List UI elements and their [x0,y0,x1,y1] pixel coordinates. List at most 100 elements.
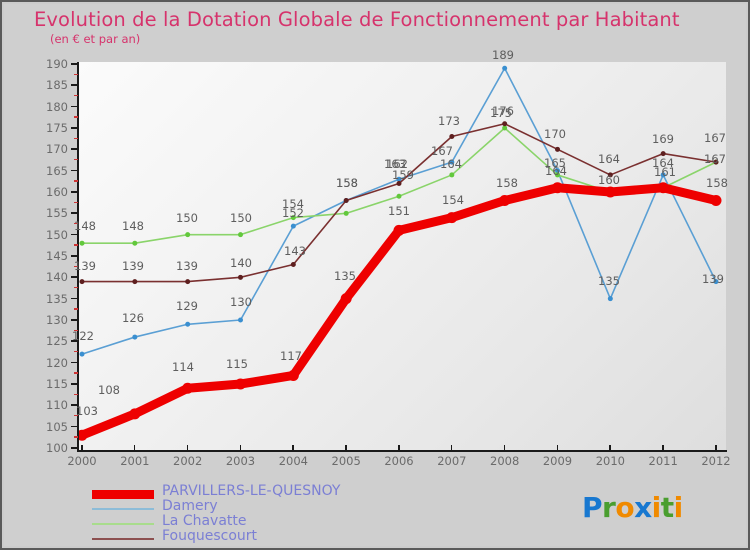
series-marker [182,382,194,394]
data-point-label: 108 [98,383,120,397]
proxiti-logo: Proxiti [582,491,683,524]
y-tick-label: 125 [46,334,68,349]
data-point-label: 103 [76,404,98,418]
data-point-label: 169 [652,132,674,146]
y-tick-label: 180 [46,99,68,114]
y-tick-mark [71,63,77,65]
series-canvas [78,65,722,441]
series-marker [552,182,563,194]
series-marker [132,240,138,246]
x-tick-mark [292,445,294,451]
logo-letter: o [615,491,635,524]
series-marker [555,172,560,178]
y-tick-minor-mark [74,372,78,374]
data-point-label: 150 [176,211,198,225]
y-tick-minor-mark [74,393,78,396]
series-marker [499,195,511,207]
y-tick-minor-mark [74,436,78,438]
y-tick-mark [71,447,77,449]
data-point-label: 126 [122,311,144,325]
series-marker [607,296,613,302]
series-marker [660,151,666,157]
x-tick-label: 2010 [595,454,625,468]
y-tick-minor-mark [74,73,78,76]
x-tick-label: 2001 [120,454,150,468]
y-tick-mark [71,319,77,321]
data-point-label: 115 [226,357,248,371]
y-tick-minor-mark [74,308,78,310]
y-tick-label: 115 [46,377,68,391]
x-axis-line [77,450,727,452]
logo-letter: r [602,491,616,524]
x-tick-label: 2012 [701,454,731,468]
series-marker [129,408,141,420]
data-point-label: 154 [442,193,464,207]
data-point-label: 139 [74,259,96,273]
y-tick-mark [71,212,77,214]
y-tick-label: 100 [46,441,68,455]
data-point-label: 135 [598,274,620,288]
y-tick-minor-mark [74,137,78,140]
series-marker [343,210,349,216]
series-marker [396,180,402,186]
y-tick-mark [71,361,77,364]
legend-label: Fouquescourt [162,528,258,544]
y-tick-label: 105 [46,419,68,434]
x-tick-label: 2004 [278,454,308,468]
data-point-label: 139 [702,272,724,286]
series-fouquescourt [79,121,719,285]
x-tick-label: 2009 [542,454,573,468]
series-marker [449,159,455,165]
y-tick-label: 140 [46,270,68,285]
y-tick-mark [71,255,77,257]
logo-letter: t [660,491,674,524]
legend-swatch [92,523,154,525]
y-tick-mark [71,340,77,342]
series-marker [340,293,352,305]
series-marker [132,279,138,285]
logo-letter: x [634,491,652,524]
y-tick-minor-mark [74,95,78,97]
y-tick-label: 155 [46,206,68,221]
x-tick-label: 2003 [225,454,256,468]
y-tick-mark [71,127,77,129]
y-tick-label: 135 [46,291,68,306]
x-tick-mark [609,445,611,451]
data-point-label: 152 [282,206,304,220]
data-point-label: 122 [72,329,94,343]
x-tick-mark [450,445,453,451]
y-tick-label: 120 [46,355,68,370]
plot-area [78,62,726,450]
data-point-label: 139 [176,259,198,273]
series-marker [238,232,243,238]
y-tick-mark [71,404,77,406]
y-tick-mark [71,383,77,385]
data-point-label: 151 [388,204,410,218]
series-marker [710,195,722,207]
series-marker [132,334,138,340]
x-tick-mark [133,445,136,451]
y-tick-mark [71,84,77,86]
y-tick-label: 160 [46,185,68,199]
data-point-label: 158 [336,176,358,190]
legend-swatch [92,538,154,540]
series-marker [502,125,508,131]
legend-swatch [92,508,154,510]
legend-swatch [92,489,154,499]
series-marker [343,198,349,204]
y-tick-mark [71,191,77,193]
data-point-label: 161 [654,165,676,179]
series-marker [238,274,243,280]
data-point-label: 164 [652,156,674,170]
series-marker [555,168,560,174]
series-marker [555,146,560,152]
data-point-label: 130 [230,295,252,309]
y-tick-mark [71,276,77,278]
x-tick-mark [662,445,664,451]
series-marker [185,279,191,285]
x-tick-label: 2002 [173,454,203,468]
data-point-label: 159 [392,168,414,182]
x-tick-mark [398,445,400,451]
data-point-label: 176 [492,104,514,118]
series-marker [78,429,88,441]
